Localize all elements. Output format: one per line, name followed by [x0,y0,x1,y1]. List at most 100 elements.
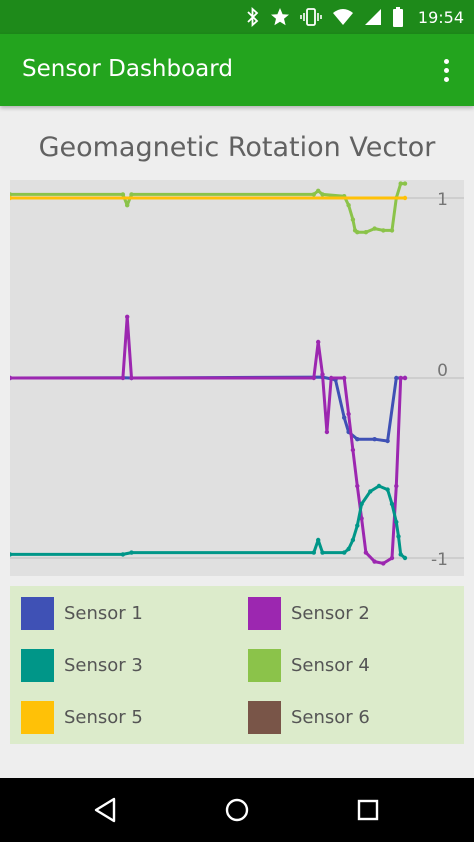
data-point [398,181,403,186]
data-point [316,537,321,543]
recents-button[interactable] [348,792,388,828]
legend-swatch-sensor-5 [21,700,54,734]
data-point [372,226,377,231]
data-point [346,203,351,208]
data-point [394,483,399,489]
legend: Sensor 1 Sensor 2 Sensor 3 Sensor 4 Sens… [10,586,464,744]
status-bar: 19:54 [0,0,474,34]
data-point [125,203,130,208]
data-point [120,552,126,557]
data-point [324,429,330,435]
back-icon [94,797,116,823]
battery-icon [392,7,404,27]
legend-swatch-sensor-1 [21,596,54,630]
series-layer [7,181,408,566]
data-point [359,516,364,521]
data-point [402,181,408,186]
data-point [394,519,399,525]
data-point [129,192,134,197]
legend-swatch-sensor-2 [248,596,281,630]
data-point [396,534,401,539]
data-point [394,375,399,381]
wifi-icon [332,8,354,26]
data-point [316,188,321,193]
legend-label-sensor-5: Sensor 5 [64,706,143,728]
overflow-menu-icon[interactable] [432,56,460,84]
home-button[interactable] [217,792,257,828]
data-point [381,561,386,566]
chart-svg: 1 0 -1 [7,180,464,576]
data-point [346,546,351,552]
data-point [398,375,403,381]
data-point [311,192,316,197]
data-point [385,487,390,492]
data-point [311,550,316,555]
status-icons: 19:54 [246,0,464,34]
data-point [398,552,403,557]
legend-item-sensor-1[interactable]: Sensor 1 [21,596,143,630]
data-point [329,375,334,381]
legend-label-sensor-6: Sensor 6 [291,706,370,728]
legend-swatch-sensor-4 [248,648,281,682]
data-point [372,437,377,442]
back-button[interactable] [85,792,125,828]
data-point [346,411,351,417]
legend-label-sensor-4: Sensor 4 [291,654,370,676]
chart-title: Geomagnetic Rotation Vector [38,132,436,163]
data-point [389,228,395,233]
data-point [368,489,373,494]
y-tick-label: 0 [437,361,448,381]
data-point [342,375,347,381]
data-point [355,437,360,442]
data-point [372,559,377,564]
data-point [311,375,316,381]
app-bar: Sensor Dashboard [0,34,474,106]
data-point [402,555,408,561]
data-point [363,230,369,235]
data-point [376,483,382,489]
data-point [342,550,347,555]
legend-label-sensor-1: Sensor 1 [64,602,143,624]
series-sensor-2 [7,314,408,566]
data-point [342,415,347,420]
legend-item-sensor-5[interactable]: Sensor 5 [21,700,143,734]
data-point [402,375,408,381]
legend-item-sensor-2[interactable]: Sensor 2 [248,596,370,630]
recents-icon [357,799,379,821]
data-point [389,501,395,507]
data-point [359,501,364,507]
data-point [385,438,390,444]
data-point [320,192,325,197]
legend-item-sensor-3[interactable]: Sensor 3 [21,648,143,682]
data-point [355,230,360,235]
data-point [350,537,356,543]
y-tick-label: -1 [431,550,448,570]
legend-swatch-sensor-3 [21,648,54,682]
data-point [316,339,321,345]
data-point [355,483,360,489]
data-point [120,375,126,381]
signal-icon [364,8,382,26]
data-point [355,523,360,528]
bluetooth-icon [246,7,260,27]
y-tick-label: 1 [437,190,448,210]
data-point [120,192,126,197]
legend-swatch-sensor-6 [248,700,281,734]
legend-item-sensor-4[interactable]: Sensor 4 [248,648,370,682]
data-point [125,314,130,319]
legend-item-sensor-6[interactable]: Sensor 6 [248,700,370,734]
tick-layer: 1 0 -1 [431,190,448,570]
data-point [320,372,325,377]
chart: 1 0 -1 [7,180,464,576]
home-icon [225,798,249,822]
star-icon [270,7,290,27]
data-point [350,447,356,453]
data-point [320,550,325,555]
data-point [402,195,408,201]
legend-label-sensor-3: Sensor 3 [64,654,143,676]
data-point [381,228,386,233]
app-title: Sensor Dashboard [22,56,233,82]
series-sensor-3 [7,483,408,561]
legend-label-sensor-2: Sensor 2 [291,602,370,624]
data-point [129,550,134,555]
